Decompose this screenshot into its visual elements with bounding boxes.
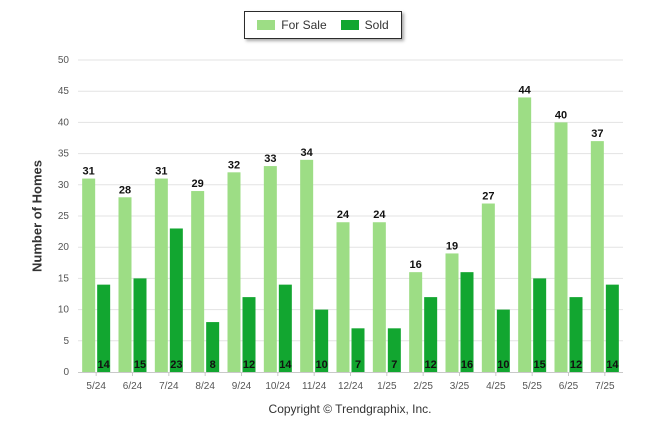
bar-for-sale xyxy=(154,178,168,372)
bar-for-sale xyxy=(300,159,314,372)
data-label-sold: 15 xyxy=(134,359,146,371)
bar-for-sale xyxy=(227,172,241,372)
data-label-sold: 16 xyxy=(461,359,473,371)
bar-for-sale xyxy=(191,191,205,372)
y-tick-label: 45 xyxy=(58,86,70,97)
data-label-sold: 7 xyxy=(355,359,361,371)
bar-for-sale xyxy=(372,222,386,372)
legend-label-for-sale: For Sale xyxy=(281,18,327,32)
x-tick-label: 7/24 xyxy=(159,381,179,392)
data-label-for-sale: 34 xyxy=(301,147,314,159)
y-tick-label: 15 xyxy=(58,273,70,284)
data-label-for-sale: 24 xyxy=(373,209,386,221)
bar-sold xyxy=(206,322,220,372)
x-tick-label: 5/24 xyxy=(86,381,106,392)
bar-sold xyxy=(315,309,329,372)
bar-for-sale xyxy=(590,141,604,372)
bar-for-sale xyxy=(554,122,568,373)
data-label-for-sale: 37 xyxy=(591,128,603,140)
y-tick-label: 5 xyxy=(63,336,69,347)
x-tick-label: 8/24 xyxy=(195,381,215,392)
bar-for-sale xyxy=(118,197,132,372)
bar-for-sale xyxy=(409,272,423,372)
bar-sold xyxy=(387,328,401,372)
bar-sold xyxy=(533,278,547,372)
data-label-for-sale: 31 xyxy=(155,166,167,178)
y-tick-label: 50 xyxy=(58,55,70,66)
y-tick-label: 0 xyxy=(63,367,69,378)
legend-item-sold[interactable]: Sold xyxy=(340,18,389,32)
data-label-sold: 10 xyxy=(497,359,509,371)
data-label-sold: 15 xyxy=(534,359,546,371)
y-tick-label: 30 xyxy=(58,180,70,191)
y-axis-label: Number of Homes xyxy=(29,160,45,272)
data-label-sold: 14 xyxy=(606,359,619,371)
data-label-sold: 12 xyxy=(243,359,255,371)
x-tick-label: 1/25 xyxy=(377,381,397,392)
data-label-for-sale: 40 xyxy=(555,109,567,121)
x-tick-label: 10/24 xyxy=(265,381,290,392)
bar-for-sale xyxy=(518,97,532,372)
data-label-sold: 23 xyxy=(170,359,182,371)
data-label-for-sale: 32 xyxy=(228,159,240,171)
data-label-sold: 14 xyxy=(279,359,292,371)
data-label-for-sale: 29 xyxy=(192,178,204,190)
y-tick-label: 20 xyxy=(58,242,70,253)
data-label-sold: 14 xyxy=(98,359,111,371)
bar-for-sale xyxy=(445,253,459,372)
data-label-for-sale: 44 xyxy=(519,84,532,96)
bar-for-sale xyxy=(82,178,96,372)
copyright-text: Copyright © Trendgraphix, Inc. xyxy=(268,402,432,416)
bar-sold xyxy=(133,278,147,372)
x-tick-label: 7/25 xyxy=(595,381,615,392)
data-label-sold: 7 xyxy=(391,359,397,371)
bar-sold xyxy=(460,272,474,372)
bar-for-sale xyxy=(263,166,277,372)
bar-sold xyxy=(351,328,365,372)
bar-sold xyxy=(242,297,256,372)
y-tick-label: 40 xyxy=(58,117,70,128)
data-label-for-sale: 33 xyxy=(264,153,276,165)
data-label-sold: 10 xyxy=(316,359,328,371)
x-tick-label: 9/24 xyxy=(232,381,252,392)
bar-sold xyxy=(424,297,438,372)
data-label-for-sale: 24 xyxy=(337,209,350,221)
bar-sold xyxy=(97,284,111,372)
y-tick-label: 35 xyxy=(58,149,70,160)
legend-item-for-sale[interactable]: For Sale xyxy=(257,18,327,32)
data-label-sold: 12 xyxy=(425,359,437,371)
legend-label-sold: Sold xyxy=(364,18,389,32)
x-tick-label: 3/25 xyxy=(450,381,470,392)
bar-for-sale xyxy=(481,203,495,372)
x-tick-label: 4/25 xyxy=(486,381,506,392)
data-label-sold: 12 xyxy=(570,359,582,371)
data-label-for-sale: 19 xyxy=(446,240,458,252)
x-tick-label: 6/24 xyxy=(123,381,143,392)
legend: For Sale Sold xyxy=(244,11,402,39)
bar-for-sale xyxy=(336,222,350,372)
legend-swatch-sold xyxy=(340,20,359,30)
x-tick-label: 2/25 xyxy=(413,381,433,392)
data-label-for-sale: 27 xyxy=(482,191,494,203)
data-label-for-sale: 31 xyxy=(83,166,95,178)
bar-sold xyxy=(278,284,292,372)
y-tick-label: 10 xyxy=(58,305,70,316)
x-tick-label: 5/25 xyxy=(522,381,542,392)
bar-sold xyxy=(569,297,583,372)
legend-swatch-for-sale xyxy=(257,20,276,30)
data-label-for-sale: 16 xyxy=(410,259,422,271)
bar-sold xyxy=(496,309,510,372)
x-tick-label: 12/24 xyxy=(338,381,363,392)
x-tick-label: 6/25 xyxy=(559,381,579,392)
data-label-sold: 8 xyxy=(210,359,216,371)
y-tick-label: 25 xyxy=(58,211,70,222)
data-label-for-sale: 28 xyxy=(119,184,131,196)
bar-sold xyxy=(169,228,183,372)
x-tick-label: 11/24 xyxy=(302,381,327,392)
bar-sold xyxy=(605,284,619,372)
